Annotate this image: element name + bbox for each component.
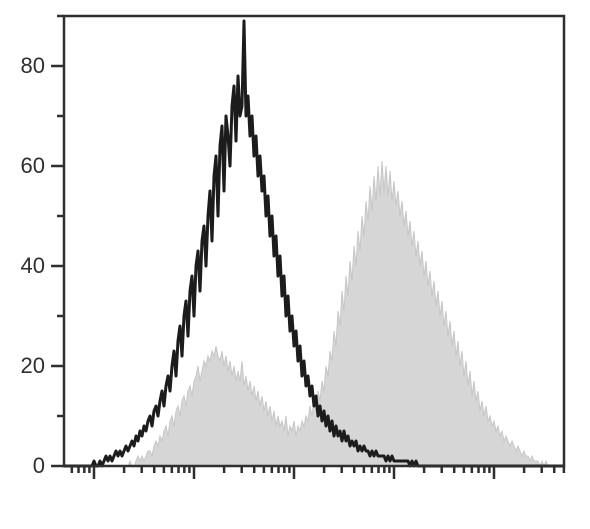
- y-tick-label: 20: [21, 353, 45, 378]
- y-tick-label: 40: [21, 253, 45, 278]
- histogram-chart: 0 20 40 60 80: [0, 0, 590, 529]
- y-tick-label: 0: [33, 453, 45, 478]
- y-tick-label: 80: [21, 53, 45, 78]
- y-tick-label: 60: [21, 153, 45, 178]
